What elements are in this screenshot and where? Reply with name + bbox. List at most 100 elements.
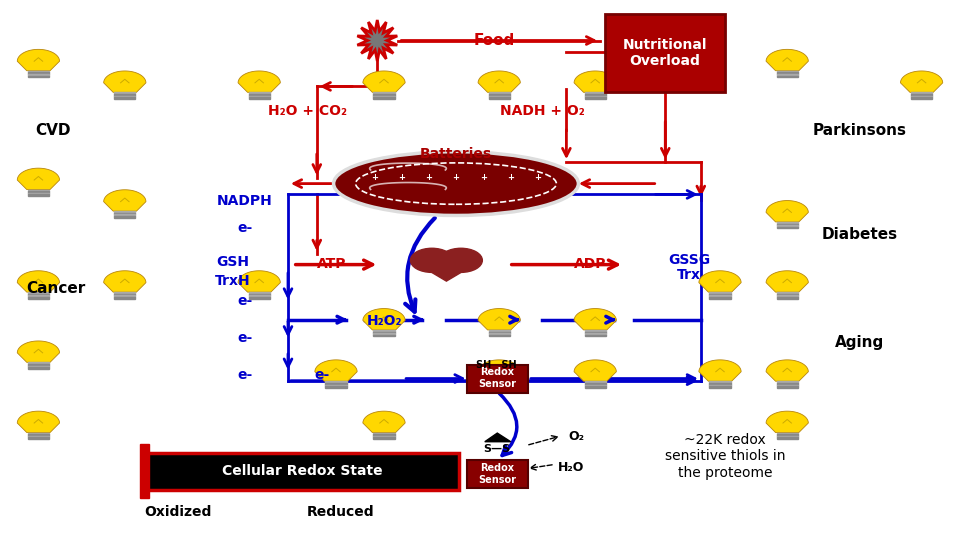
Bar <box>28 362 49 364</box>
Bar <box>709 383 731 384</box>
Text: +: + <box>371 173 378 181</box>
Text: e-: e- <box>237 294 252 308</box>
Bar <box>777 433 798 434</box>
Bar <box>777 383 798 384</box>
Bar <box>709 294 731 295</box>
Bar <box>373 94 395 96</box>
Polygon shape <box>238 71 280 92</box>
Bar <box>585 96 606 97</box>
Bar <box>114 294 135 295</box>
Bar <box>585 330 606 332</box>
Bar <box>114 297 135 299</box>
Bar <box>777 386 798 388</box>
Bar <box>249 94 270 96</box>
Bar <box>373 332 395 333</box>
Text: Reduced: Reduced <box>307 505 374 519</box>
Bar <box>777 225 798 227</box>
Bar <box>28 193 49 194</box>
Polygon shape <box>478 71 520 92</box>
Bar <box>28 71 49 72</box>
Bar <box>489 333 510 335</box>
Bar <box>28 72 49 74</box>
Bar <box>249 292 270 294</box>
Bar <box>489 384 510 386</box>
Bar <box>28 434 49 436</box>
Text: GSSG: GSSG <box>668 253 710 267</box>
Text: GSH: GSH <box>216 255 249 269</box>
Bar <box>777 434 798 436</box>
Polygon shape <box>17 411 60 433</box>
Bar <box>489 335 510 336</box>
Bar <box>777 222 798 224</box>
Polygon shape <box>766 411 808 433</box>
Polygon shape <box>574 360 616 381</box>
Bar <box>585 335 606 336</box>
Polygon shape <box>17 49 60 71</box>
Bar <box>325 386 347 388</box>
Bar <box>249 96 270 97</box>
Text: e-: e- <box>314 368 329 382</box>
Polygon shape <box>104 271 146 292</box>
Bar <box>585 92 606 94</box>
Polygon shape <box>104 71 146 92</box>
Text: Cancer: Cancer <box>26 281 85 296</box>
Polygon shape <box>238 271 280 292</box>
Bar <box>777 227 798 228</box>
Bar <box>28 436 49 437</box>
Polygon shape <box>357 20 397 61</box>
Text: Trx: Trx <box>678 268 701 282</box>
Bar <box>325 384 347 386</box>
Bar <box>585 333 606 335</box>
Text: H₂O: H₂O <box>558 461 585 474</box>
Text: Redox
Sensor: Redox Sensor <box>478 463 516 485</box>
Text: S—S: S—S <box>484 444 511 454</box>
FancyBboxPatch shape <box>467 460 528 488</box>
Text: Diabetes: Diabetes <box>821 227 898 242</box>
Text: Nutritional
Overload: Nutritional Overload <box>622 38 708 68</box>
Bar <box>585 386 606 388</box>
Bar <box>114 295 135 297</box>
Text: H₂O₂: H₂O₂ <box>367 314 401 328</box>
Text: e-: e- <box>237 368 252 382</box>
Bar <box>777 295 798 297</box>
Polygon shape <box>699 271 741 292</box>
Bar <box>911 96 932 97</box>
Bar <box>911 92 932 94</box>
Bar <box>489 96 510 97</box>
Bar <box>373 434 395 436</box>
FancyBboxPatch shape <box>467 364 528 393</box>
Bar <box>249 295 270 297</box>
Bar <box>114 97 135 99</box>
Bar <box>585 383 606 384</box>
Polygon shape <box>17 341 60 362</box>
Text: ATP: ATP <box>317 256 346 271</box>
Bar <box>28 191 49 193</box>
Text: ~22K redox
sensitive thiols in
the proteome: ~22K redox sensitive thiols in the prote… <box>664 433 785 480</box>
Text: +: + <box>507 173 514 181</box>
Bar <box>489 386 510 388</box>
Bar <box>585 94 606 96</box>
Bar <box>489 332 510 333</box>
Text: Parkinsons: Parkinsons <box>812 123 906 138</box>
Polygon shape <box>104 190 146 211</box>
Bar <box>28 74 49 76</box>
Bar <box>777 76 798 77</box>
Bar <box>777 381 798 383</box>
Bar <box>777 384 798 386</box>
Text: NADPH: NADPH <box>217 194 273 208</box>
Bar <box>28 437 49 439</box>
Bar <box>28 364 49 366</box>
Text: +: + <box>534 173 541 181</box>
Circle shape <box>440 248 482 272</box>
Bar <box>489 94 510 96</box>
Text: ADP: ADP <box>574 256 607 271</box>
Bar <box>585 384 606 386</box>
Text: Cellular Redox State: Cellular Redox State <box>222 464 383 478</box>
Bar <box>28 190 49 191</box>
Bar <box>28 367 49 369</box>
Polygon shape <box>766 360 808 381</box>
Bar <box>373 96 395 97</box>
Bar <box>114 216 135 218</box>
Bar <box>114 96 135 97</box>
Polygon shape <box>315 360 357 381</box>
